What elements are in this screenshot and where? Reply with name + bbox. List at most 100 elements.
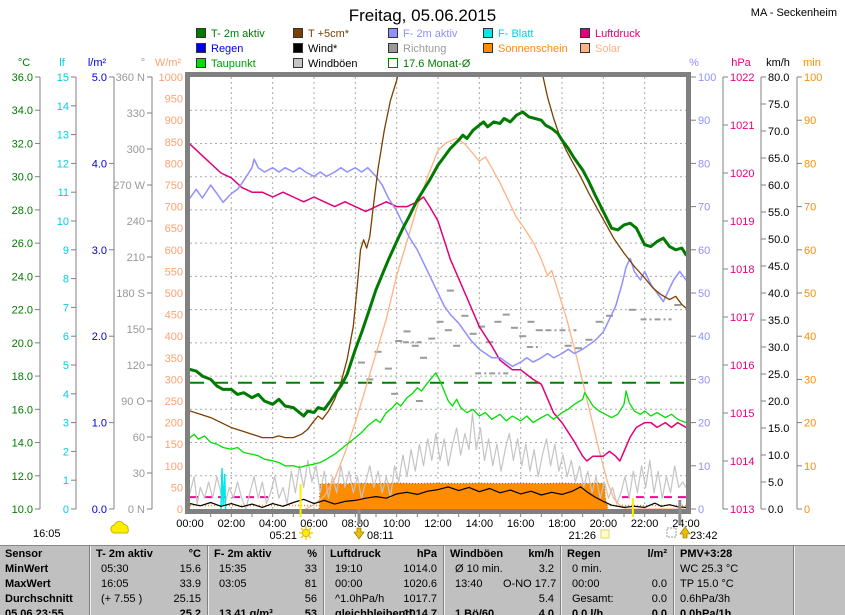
tick-label: 750 xyxy=(165,180,183,192)
series-taupunkt xyxy=(190,372,686,469)
x-tick-label: 04:00 xyxy=(259,518,287,530)
stat-time: 00:00 xyxy=(335,578,363,590)
tick-label: 60 xyxy=(133,432,145,444)
stat-value: 0.0 xyxy=(651,608,667,615)
sunset-time-label: 21:26 xyxy=(568,530,596,542)
column-header: F- 2m aktiv xyxy=(214,548,272,560)
tick-label: 350 xyxy=(165,353,183,365)
tick-label: 10 xyxy=(57,216,69,228)
tick-label: 1013 xyxy=(730,504,754,516)
legend-item-1[interactable]: T +5cm* xyxy=(293,28,349,40)
tick-label: 32.0 xyxy=(12,138,33,150)
tick-label: 50 xyxy=(171,482,183,494)
legend-item-6[interactable]: Wind* xyxy=(293,43,337,55)
tick-label: 120 xyxy=(127,360,145,372)
table-divider xyxy=(323,546,324,615)
legend-item-4[interactable]: Luftdruck xyxy=(580,28,640,40)
tick-label: 5.0 xyxy=(768,477,783,489)
legend-swatch-icon xyxy=(293,43,303,53)
series-f-blatt xyxy=(220,467,227,509)
sun-icon xyxy=(299,526,313,540)
legend-item-5[interactable]: Regen xyxy=(196,43,243,55)
tick-label: 1000 xyxy=(159,72,183,84)
tick-label: 850 xyxy=(165,137,183,149)
sunset-line xyxy=(631,498,634,517)
tick-label: 180 S xyxy=(116,288,145,300)
x-tick-label: 06:00 xyxy=(300,518,328,530)
plot-area xyxy=(190,77,686,509)
tick-label: 16.0 xyxy=(12,404,33,416)
tick-label: 550 xyxy=(165,266,183,278)
tick-label: 150 xyxy=(127,324,145,336)
legend-item-10[interactable]: Taupunkt xyxy=(196,58,256,70)
tick-label: 15 xyxy=(57,72,69,84)
table-divider xyxy=(673,546,674,615)
maxtemp-time-label: 16:05 xyxy=(33,528,61,540)
axis-title-min: min xyxy=(803,57,821,69)
tick-label: 650 xyxy=(165,223,183,235)
tick-label: 35.0 xyxy=(768,315,789,327)
tick-label: 70 xyxy=(698,202,710,214)
tick-label: 5 xyxy=(63,360,69,372)
legend-item-2[interactable]: F- 2m aktiv xyxy=(388,28,457,40)
column-header: Luftdruck xyxy=(330,548,381,560)
tick-label: 55.0 xyxy=(768,207,789,219)
pmv-value: 0.6hPa/3h xyxy=(680,593,731,605)
table-divider-highlight xyxy=(674,546,675,615)
series-windb-en xyxy=(190,412,686,509)
legend-item-0[interactable]: T- 2m aktiv xyxy=(196,28,265,40)
moonset-tick xyxy=(357,509,361,524)
series-wind xyxy=(190,486,686,508)
stat-time: 16:05 xyxy=(101,578,129,590)
tick-label: 1 xyxy=(63,475,69,487)
stat-value: 1017.7 xyxy=(403,593,437,605)
legend-item-7[interactable]: Richtung xyxy=(388,43,446,55)
tick-label: 1015 xyxy=(730,408,754,420)
stat-value: 0.0 xyxy=(651,593,667,605)
table-divider xyxy=(443,546,444,615)
moonrise-tick xyxy=(678,500,682,524)
table-divider xyxy=(207,546,208,615)
tick-label: 40 xyxy=(804,331,816,343)
legend-item-8[interactable]: Sonnenschein xyxy=(483,43,568,55)
sunrise-time-label: 05:21 xyxy=(269,530,297,542)
y-axis-deg: 360 N 330 300 270 W 240 210 180 S 150 120 90 O 60 3… xyxy=(113,57,153,516)
tick-label: 90 xyxy=(804,115,816,127)
stat-time: 13.41 g/m³ xyxy=(219,608,273,615)
weather-chart: 36.034.032.030.028.026.024.022.020.018.0… xyxy=(12,57,823,542)
tick-label: 75.0 xyxy=(768,99,789,111)
tick-label: 4.0 xyxy=(92,158,107,170)
legend-swatch-icon xyxy=(580,28,590,38)
tick-label: 4 xyxy=(63,389,69,401)
legend-item-11[interactable]: Windböen xyxy=(293,58,358,70)
tick-label: 20 xyxy=(804,418,816,430)
x-tick-label: 02:00 xyxy=(218,518,246,530)
tick-label: 9 xyxy=(63,245,69,257)
legend-item-12[interactable]: 17.6 Monat-Ø xyxy=(388,58,470,70)
cloud-icon xyxy=(110,520,129,534)
tick-label: 45.0 xyxy=(768,261,789,273)
legend-swatch-icon xyxy=(196,28,206,38)
series-luftdruck xyxy=(190,143,686,462)
tick-label: 900 xyxy=(165,115,183,127)
tick-label: 12.0 xyxy=(12,471,33,483)
tick-label: 34.0 xyxy=(12,105,33,117)
tick-label: 5.0 xyxy=(92,72,107,84)
tick-label: 80.0 xyxy=(768,72,789,84)
tick-label: 800 xyxy=(165,158,183,170)
legend-item-9[interactable]: Solar xyxy=(580,43,621,55)
legend-item-3[interactable]: F- Blatt xyxy=(483,28,533,40)
tick-label: 270 W xyxy=(113,180,145,192)
tick-label: 1014 xyxy=(730,456,754,468)
legend-swatch-icon xyxy=(196,43,206,53)
sunrise-line xyxy=(299,484,302,517)
x-axis: 00:00 02:00 04:00 06:00 08:00 10:00 12:00 14:00… xyxy=(176,514,700,530)
axis-title-celsius: °C xyxy=(18,57,30,69)
stat-time: Gesamt: xyxy=(572,593,614,605)
stat-value: 25.15 xyxy=(173,593,201,605)
tick-label: 50 xyxy=(698,288,710,300)
pmv-value: 0.0hPa/1h xyxy=(680,608,732,615)
tick-label: 7 xyxy=(63,302,69,314)
tick-label: 40 xyxy=(698,331,710,343)
